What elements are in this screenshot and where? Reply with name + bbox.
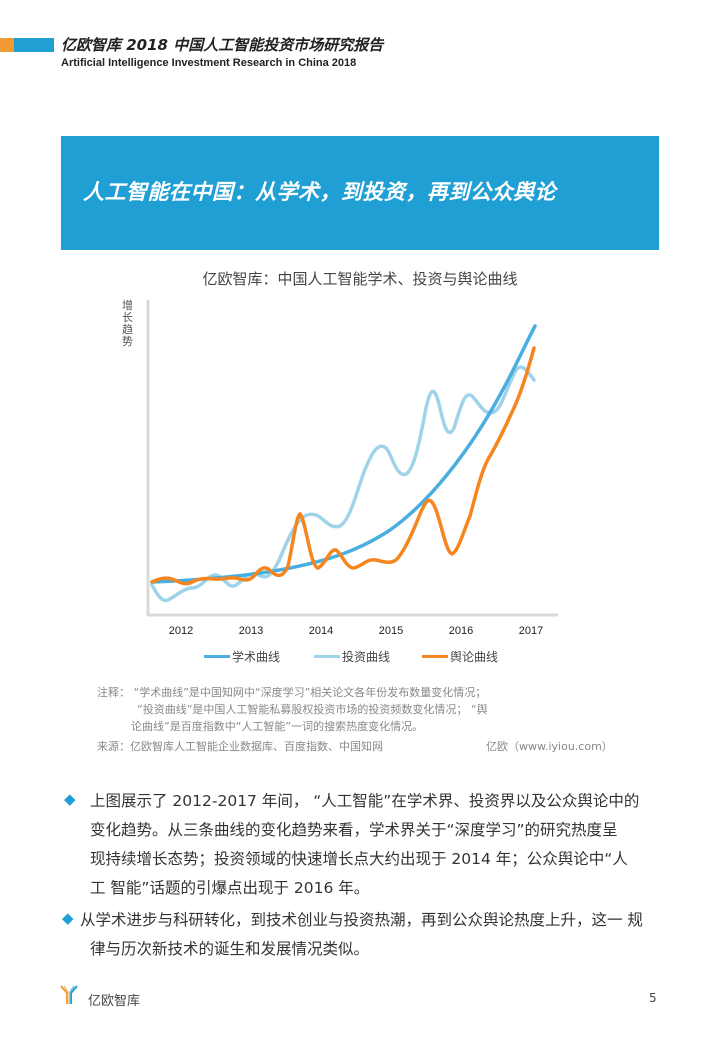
diamond-bullet-icon: ◆	[64, 790, 76, 808]
legend-swatch-academic	[204, 655, 230, 658]
legend-label: 学术曲线	[232, 650, 281, 664]
chart-y-axis-label: 增长趋势	[122, 299, 133, 348]
paragraph-1: 上图展示了 2012-2017 年间， “人工智能”在学术界、投资界以及公众舆论…	[90, 787, 639, 903]
paragraph-2-line-2: 律与历次新技术的诞生和发展情况类似。	[90, 940, 370, 958]
paragraph-2-line-1: 从学术进步与科研转化，到技术创业与投资热潮，再到公众舆论热度上升，这一 规	[80, 911, 643, 929]
x-tick-2014: 2014	[309, 625, 333, 637]
chart-title: 亿欧智库：中国人工智能学术、投资与舆论曲线	[202, 270, 518, 288]
chart-note-line-2: “投资曲线”是中国人工智能私募股权投资市场的投资频数变化情况； “舆	[137, 703, 488, 716]
paragraph-1-line: 变化趋势。从三条曲线的变化趋势来看，学术界关于“深度学习”的研究热度呈	[90, 821, 618, 839]
chart-note-line-1: 注释： “学术曲线”是中国知网中“深度学习”相关论文各年份发布数量变化情况；	[97, 686, 487, 699]
legend-item-investment: 投资曲线	[314, 648, 390, 665]
paragraph-1-line: 上图展示了 2012-2017 年间， “人工智能”在学术界、投资界以及公众舆论…	[90, 792, 640, 810]
legend-label: 舆论曲线	[450, 650, 499, 664]
chart-source: 来源：亿欧智库人工智能企业数据库、百度指数、中国知网	[97, 740, 383, 753]
x-tick-2017: 2017	[519, 625, 543, 637]
header-accent-orange	[0, 38, 14, 52]
x-axis-ticks: 2012 2013 2014 2015 2016 2017	[169, 625, 543, 637]
x-tick-2012: 2012	[169, 625, 193, 637]
legend-swatch-public-opinion	[422, 655, 448, 658]
legend-item-public-opinion: 舆论曲线	[422, 648, 498, 665]
iyiou-logo-icon	[60, 985, 78, 1004]
section-title: 人工智能在中国：从学术，到投资，再到公众舆论	[83, 180, 556, 204]
series-public-opinion-curve	[150, 346, 536, 586]
diamond-bullet-icon: ◆	[62, 909, 74, 927]
chart-credit: 亿欧（www.iyiou.com）	[486, 740, 613, 753]
legend-swatch-investment	[314, 655, 340, 658]
x-tick-2013: 2013	[239, 625, 263, 637]
x-tick-2016: 2016	[449, 625, 473, 637]
report-title: 亿欧智库 2018 中国人工智能投资市场研究报告	[61, 36, 384, 54]
paragraph-1-line: 工 智能”话题的引爆点出现于 2016 年。	[90, 879, 370, 897]
report-subtitle: Artificial Intelligence Investment Resea…	[61, 57, 357, 69]
page-number: 5	[649, 991, 657, 1005]
line-chart: 2012 2013 2014 2015 2016 2017	[146, 300, 558, 637]
header-accent-blue	[14, 38, 54, 52]
paragraph-1-line: 现持续增长态势；投资领域的快速增长点大约出现于 2014 年；公众舆论中“人	[90, 850, 628, 868]
footer-brand: 亿欧智库	[88, 994, 141, 1009]
x-tick-2015: 2015	[379, 625, 403, 637]
legend-item-academic: 学术曲线	[204, 648, 280, 665]
series-academic-curve	[150, 324, 537, 584]
chart-note-line-3: 论曲线”是百度指数中“人工智能”一词的搜索热度变化情况。	[131, 720, 424, 733]
series-investment-curve	[150, 365, 536, 603]
legend-label: 投资曲线	[342, 650, 391, 664]
section-banner: 人工智能在中国：从学术，到投资，再到公众舆论	[61, 136, 659, 250]
